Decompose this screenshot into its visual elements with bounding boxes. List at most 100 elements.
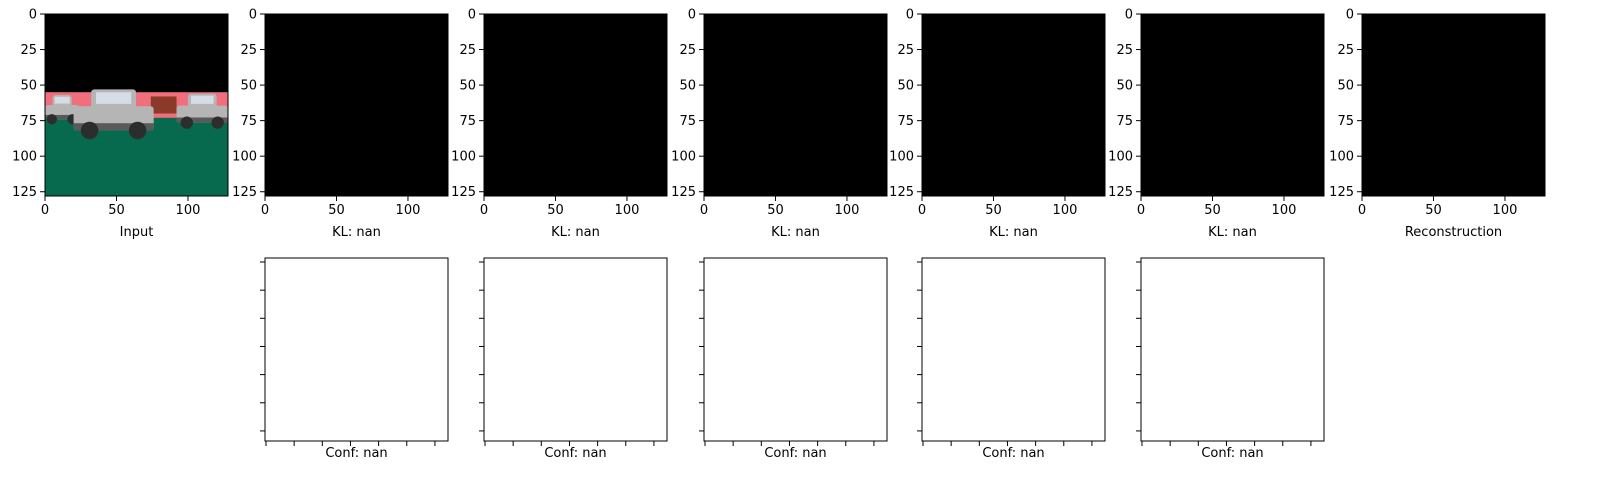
car-window [54,96,70,104]
image-panel-3: 0 50 100 0 25 50 75 100 125 KL: nan [671,8,888,240]
y-tick-label: 100 [1329,150,1354,165]
x-tick-label: 50 [547,203,564,218]
y-tick-label: 25 [897,43,914,58]
x-axis-label: KL: nan [332,225,381,240]
y-tick-label: 50 [897,79,914,94]
y-tick-label: 125 [232,185,257,200]
y-tick-label: 50 [20,79,37,94]
y-tick-label: 125 [451,185,476,200]
axes-frame [921,257,1106,442]
image-panel-2: 0 50 100 0 25 50 75 100 125 KL: nan [451,8,668,240]
y-tick-label: 0 [1125,8,1133,23]
x-tick-label: 0 [480,203,488,218]
y-tick-label: 75 [459,114,476,129]
y-tick-label: 75 [1337,114,1354,129]
y-tick-label: 75 [1116,114,1133,129]
y-tick-label: 25 [679,43,696,58]
y-tick-label: 75 [679,114,696,129]
y-tick-label: 25 [459,43,476,58]
x-tick-label: 50 [328,203,345,218]
y-tick-label: 125 [1329,185,1354,200]
x-axis-label: Reconstruction [1405,225,1502,240]
car-left [45,95,80,125]
car-shadow [176,117,228,123]
y-tick-label: 125 [671,185,696,200]
y-tick-label: 0 [29,8,37,23]
y-tick-label: 75 [240,114,257,129]
image-area [265,14,448,196]
y-tick-label: 125 [12,185,37,200]
axes-frame [703,13,888,197]
y-tick-label: 50 [240,79,257,94]
conf-panel-3: Conf: nan [917,257,1106,461]
image-panel-1: 0 50 100 0 25 50 75 100 125 KL: nan [232,8,449,240]
x-tick-label: 0 [1358,203,1366,218]
car-right [176,93,228,129]
y-tick-label: 75 [20,114,37,129]
x-axis-label: Conf: nan [1201,446,1263,461]
car-window [96,92,132,104]
axes-frame [44,13,229,197]
y-tick-label: 100 [889,150,914,165]
brown-object [150,96,177,114]
axes-frame [264,257,449,442]
x-tick-label: 100 [176,203,201,218]
car-shadow [45,114,80,120]
car-center [73,89,154,140]
y-tick-label: 0 [468,8,476,23]
conf-panel-0: Conf: nan [260,257,449,461]
y-tick-label: 100 [1108,150,1133,165]
axes-frame [1361,13,1546,197]
y-tick-label: 50 [459,79,476,94]
x-tick-label: 100 [1053,203,1078,218]
input-scene [45,89,228,196]
axes-frame [921,13,1106,197]
image-panel-5: 0 50 100 0 25 50 75 100 125 KL: nan [1108,8,1325,240]
x-axis-label: Conf: nan [325,446,387,461]
y-tick-label: 50 [1116,79,1133,94]
car-wheel [46,114,58,125]
image-panel-4: 0 50 100 0 25 50 75 100 125 KL: nan [889,8,1106,240]
x-axis-label: Conf: nan [764,446,826,461]
y-tick-label: 50 [679,79,696,94]
image-panel-0: 0 50 100 0 25 50 75 100 125 Input [12,8,229,240]
car-window [190,95,214,104]
x-tick-label: 50 [108,203,125,218]
conf-panel-1: Conf: nan [479,257,668,461]
x-axis-label: KL: nan [989,225,1038,240]
image-area [704,14,887,196]
y-tick-label: 0 [906,8,914,23]
y-tick-label: 0 [249,8,257,23]
y-tick-label: 125 [889,185,914,200]
axes-frame [1140,257,1325,442]
y-tick-label: 75 [897,114,914,129]
x-axis-label: KL: nan [551,225,600,240]
image-area [922,14,1105,196]
x-tick-label: 100 [1493,203,1518,218]
car-shadow [73,123,154,131]
x-tick-label: 100 [835,203,860,218]
conf-panel-4: Conf: nan [1136,257,1325,461]
x-axis-label: KL: nan [1208,225,1257,240]
y-tick-label: 25 [1337,43,1354,58]
y-tick-label: 100 [671,150,696,165]
x-tick-label: 100 [1272,203,1297,218]
x-tick-label: 50 [1425,203,1442,218]
x-tick-label: 50 [767,203,784,218]
x-axis-label: KL: nan [771,225,820,240]
y-tick-label: 25 [240,43,257,58]
image-area [1141,14,1324,196]
x-tick-label: 0 [41,203,49,218]
x-tick-label: 50 [1204,203,1221,218]
axes-frame [483,13,668,197]
image-area [484,14,667,196]
y-tick-label: 25 [1116,43,1133,58]
car-wheel [180,116,194,129]
x-axis-label: Conf: nan [544,446,606,461]
image-area [1362,14,1545,196]
y-tick-label: 25 [20,43,37,58]
conf-panel-2: Conf: nan [699,257,888,461]
axes-frame [1140,13,1325,197]
car-wheel [211,116,224,129]
